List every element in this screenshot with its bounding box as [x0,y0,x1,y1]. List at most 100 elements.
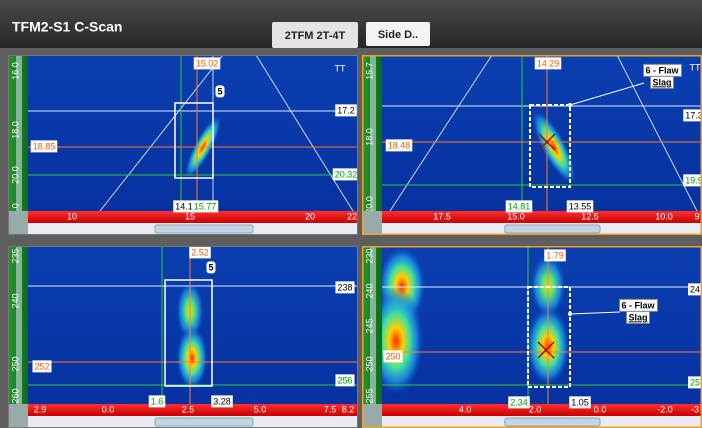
h-ruler-label: -3 [691,404,699,414]
h-ruler-label: 22 [347,211,357,221]
v-ruler-label: 20.0 [10,166,20,184]
flaw-arrow-head [568,312,572,316]
tab-label[interactable]: Side D.. [378,29,418,41]
cursor-value: 6 - Flaw [645,65,679,75]
beam-line [99,55,224,212]
h-ruler-label: 12.5 [581,211,599,221]
v-ruler-label: 15.7 [364,62,374,80]
heat-blob [531,109,577,185]
value-box [332,168,358,181]
h-ruler-label: 5.0 [254,404,267,414]
badge [206,261,216,274]
h-ruler-label: 0.0 [102,404,115,414]
heat-blob [176,326,208,390]
v-ruler-label: 250 [10,356,20,371]
v-ruler-label: 245 [364,318,374,333]
cursor-value: 2.34 [510,397,528,407]
value-box [683,109,702,122]
cursor-value: 17.3 [685,110,702,120]
tab-active[interactable] [272,22,358,48]
value-box [683,174,702,187]
value-box [383,350,403,363]
cursor-value: 18.85 [33,141,56,151]
flaw-marker [538,133,556,151]
v-ruler-label: 255 [364,388,374,403]
h-ruler-label: 9 [694,211,699,221]
gate-box [529,104,571,188]
cursor-value: 18.48 [388,140,411,150]
value-box [335,104,357,117]
value-box [569,396,591,409]
image-bg [28,55,358,211]
h-ruler-label: 10 [67,211,77,221]
cursor-value: 15.02 [196,58,219,68]
cursor-value: 15.77 [194,201,217,211]
cursor-value: 2.52 [191,247,209,257]
gate-box [527,286,571,388]
v-ruler-label: 235 [10,248,20,263]
cursor-value: 5 [208,262,213,272]
cursor-value: Slag [652,77,671,87]
h-ruler-label: 7.5 [324,404,337,414]
gate-box [164,279,213,387]
value-box [173,200,195,213]
value-box [189,246,211,259]
ruler-corner [8,211,28,235]
v-ruler-label: 240 [10,293,20,308]
v-scroll[interactable] [16,55,22,211]
value-box [191,200,219,213]
beam-line [255,55,354,212]
cursor-value: 20.32 [335,169,358,179]
flaw-arrow [569,82,645,106]
ruler-corner [362,211,382,235]
cursor-value: 1.79 [546,250,564,260]
h-ruler-label: 8.2 [342,404,355,414]
scan-panel: 235 240 250 260 2.9 0.0 2.5 5.0 7.5 8.2 2.52 5 238 25… [8,246,358,428]
cursor-value: 13.55 [569,201,592,211]
v-scroll[interactable] [370,246,376,404]
cursor-value: 1.05 [571,397,589,407]
value-box [687,283,702,296]
value-box [508,396,530,409]
cursor-value: 1.6 [151,396,164,406]
h-ruler-label: 10.0 [655,211,673,221]
cursor-value: Slag [628,312,647,322]
v-scroll[interactable] [16,246,22,404]
cursor-value: 252 [34,361,49,371]
value-box [566,200,594,213]
value-box [30,140,58,153]
tab-label[interactable]: 2TFM 2T-4T [285,30,346,42]
value-box [193,57,221,70]
v-ruler-label: 18.0 [10,121,20,139]
v-scroll[interactable] [370,55,376,211]
scroll-thumb[interactable] [504,224,601,234]
h-ruler-label: 4.0 [459,404,472,414]
h-ruler [8,211,358,223]
scroll-thumb[interactable] [154,224,254,234]
value-box [649,75,675,89]
scroll-thumb[interactable] [154,417,254,427]
h-ruler-label: 2.9 [34,404,47,414]
cursor-value: 19.9 [685,175,702,185]
v-ruler-label: 230 [364,248,374,263]
v-ruler-label: 250 [364,356,374,371]
window-title: TFM2-S1 C-Scan [12,19,122,35]
value-box [211,395,233,408]
cursor-value: 238 [337,282,352,292]
flaw-marker [537,341,555,359]
h-ruler-label: -2.0 [657,404,673,414]
cursor-value: 14.1 [175,201,193,211]
value-box [505,200,533,213]
scroll-thumb[interactable] [504,417,601,427]
value-box [625,310,651,324]
value-box [335,281,355,294]
tab[interactable] [366,22,430,46]
v-ruler-label: 260 [10,388,20,403]
v-ruler-label: 18.0 [364,128,374,146]
flaw-arrow-head [568,103,572,107]
value-box [385,139,413,152]
h-ruler [8,404,358,416]
h-ruler [362,404,702,416]
h-ruler-label: 20 [305,211,315,221]
